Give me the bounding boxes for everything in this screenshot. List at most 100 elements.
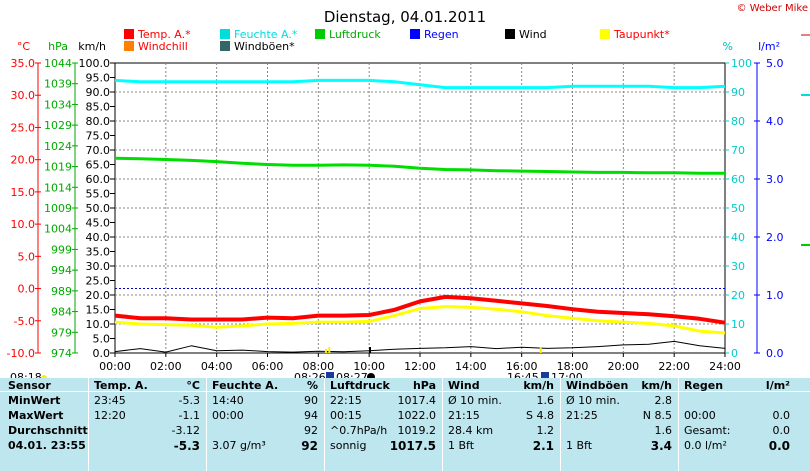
newmoon-time: 08:27 [336, 371, 368, 378]
legend-swatch [410, 29, 420, 39]
moonrise-time: 08:26 [294, 371, 326, 378]
tick-label-kmh: 0.0 [93, 347, 111, 360]
series-line-luftdruck [114, 156, 725, 175]
stats-cell-regen-t: Gesamt: [684, 424, 731, 437]
tick-label-hpa: 989 [51, 285, 72, 298]
header-regen: Regen [684, 379, 724, 392]
tick-label-hpa: 1009 [44, 202, 72, 215]
header-feuchte: Feuchte A. [212, 379, 279, 392]
stats-cell-boen-v: 1.6 [654, 424, 673, 437]
tick-label-celsius: 5.0 [18, 250, 36, 263]
stats-cell-temp-t: 12:20 [94, 409, 126, 422]
stats-cell-druck-v: 1019.2 [397, 424, 437, 437]
tick-label-kmh: 100.0 [79, 57, 111, 70]
tick-label-kmh: 5.0 [93, 333, 111, 346]
tick-label-hpa: 974 [51, 347, 72, 360]
tick-label-rain: 1.0 [766, 289, 784, 302]
tick-label-percent: 10 [731, 318, 745, 331]
chart-title: Dienstag, 04.01.2011 [324, 8, 486, 26]
stats-row-label: MaxWert [8, 409, 64, 422]
stats-cell-feuchte-v: 90 [304, 394, 318, 407]
tick-label-hpa: 1039 [44, 78, 72, 91]
tick-label-celsius: 10.0 [11, 218, 36, 231]
sunset-time: 16:45 [507, 371, 539, 378]
stats-cell-regen-t: 0.0 l/m² [684, 439, 727, 452]
header-boen-unit: km/h [641, 379, 672, 392]
stats-row-label: MinWert [8, 394, 61, 407]
axis-title-kmh: km/h [78, 40, 106, 53]
legend-label: Regen [424, 28, 459, 41]
stats-divider [0, 391, 810, 392]
tick-label-rain: 0.0 [766, 347, 784, 360]
stats-cell-wind-t: 28.4 km [448, 424, 494, 437]
stats-cell-feuchte-t: 14:40 [212, 394, 244, 407]
stats-cell-wind-v: S 4.8 [526, 409, 554, 422]
tick-label-kmh: 55.0 [86, 188, 111, 201]
tick-label-rain: 4.0 [766, 115, 784, 128]
stats-row-label: 04.01. 23:55 [8, 439, 86, 452]
tick-label-hpa: 1044 [44, 57, 72, 70]
tick-label-hpa: 1024 [44, 140, 72, 153]
axis-title-celsius: °C [17, 40, 31, 53]
tick-label-rain: 5.0 [766, 57, 784, 70]
new-moon-icon [367, 373, 375, 378]
stats-cell-regen-v: 0.0 [772, 424, 791, 437]
header-sensor: Sensor [8, 379, 51, 392]
tick-label-percent: 90 [731, 86, 745, 99]
legend-label: Feuchte A.* [234, 28, 298, 41]
tick-label-hpa: 1029 [44, 119, 72, 132]
legend-label: Windböen* [234, 40, 295, 53]
tick-label-hpa: 1034 [44, 98, 72, 111]
tick-label-kmh: 80.0 [86, 115, 111, 128]
tick-label-percent: 80 [731, 115, 745, 128]
tick-label-percent: 30 [731, 260, 745, 273]
header-wind: Wind [448, 379, 480, 392]
x-tick-label: 22:00 [658, 360, 690, 373]
tick-label-percent: 0 [731, 347, 738, 360]
stats-cell-boen-t: 1 Bft [566, 439, 593, 452]
copyright-text: © Weber Mike [737, 3, 808, 14]
series-line-feuchte-a [114, 78, 726, 90]
tick-label-celsius: -5.0 [14, 315, 35, 328]
tick-label-percent: 100 [731, 57, 752, 70]
axis-title-rain: l/m² [758, 40, 780, 53]
tick-label-celsius: 20.0 [11, 154, 36, 167]
tick-label-kmh: 85.0 [86, 101, 111, 114]
legend-label: Temp. A.* [137, 28, 191, 41]
tick-label-kmh: 70.0 [86, 144, 111, 157]
chart-area: Dienstag, 04.01.2011 © Weber Mike Temp. A.… [7, 3, 810, 378]
legend-label: Windchill [138, 40, 188, 53]
legend-swatch [124, 41, 134, 51]
stats-cell-regen-t: 00:00 [684, 409, 716, 422]
tick-label-hpa: 984 [51, 306, 72, 319]
tick-label-kmh: 90.0 [86, 86, 111, 99]
stats-divider [206, 378, 207, 471]
stats-cell-wind-v: 2.1 [532, 439, 554, 453]
stats-cell-druck-t: 22:15 [330, 394, 362, 407]
tick-label-percent: 70 [731, 144, 745, 157]
tick-label-celsius: 0.0 [18, 283, 36, 296]
tick-label-hpa: 979 [51, 326, 72, 339]
stats-cell-temp-t: 23:45 [94, 394, 126, 407]
stats-divider [560, 378, 561, 471]
tick-label-kmh: 35.0 [86, 246, 111, 259]
sunset-icon [541, 372, 549, 378]
x-tick-label: 24:00 [709, 360, 741, 373]
stats-cell-boen-v: 3.4 [650, 439, 672, 453]
tick-label-hpa: 999 [51, 243, 72, 256]
stats-cell-temp-v: -5.3 [178, 394, 200, 407]
tick-label-celsius: 35.0 [11, 57, 36, 70]
tick-label-kmh: 15.0 [86, 304, 111, 317]
header-temp: Temp. A. [94, 379, 148, 392]
header-luftdruck: Luftdruck [330, 379, 390, 392]
weather-chart: Dienstag, 04.01.2011 © Weber Mike Temp. A.… [7, 3, 810, 378]
stats-cell-boen-v: 2.8 [654, 394, 673, 407]
stats-cell-druck-t: sonnig [330, 439, 367, 452]
tick-label-kmh: 45.0 [86, 217, 111, 230]
tick-label-kmh: 20.0 [86, 289, 111, 302]
header-feuchte-unit: % [306, 379, 318, 392]
series-line-temp-a [114, 294, 726, 325]
tick-label-kmh: 40.0 [86, 231, 111, 244]
stats-cell-druck-t: ^0.7hPa/h [330, 424, 388, 437]
moon-rise-icon [326, 372, 334, 378]
